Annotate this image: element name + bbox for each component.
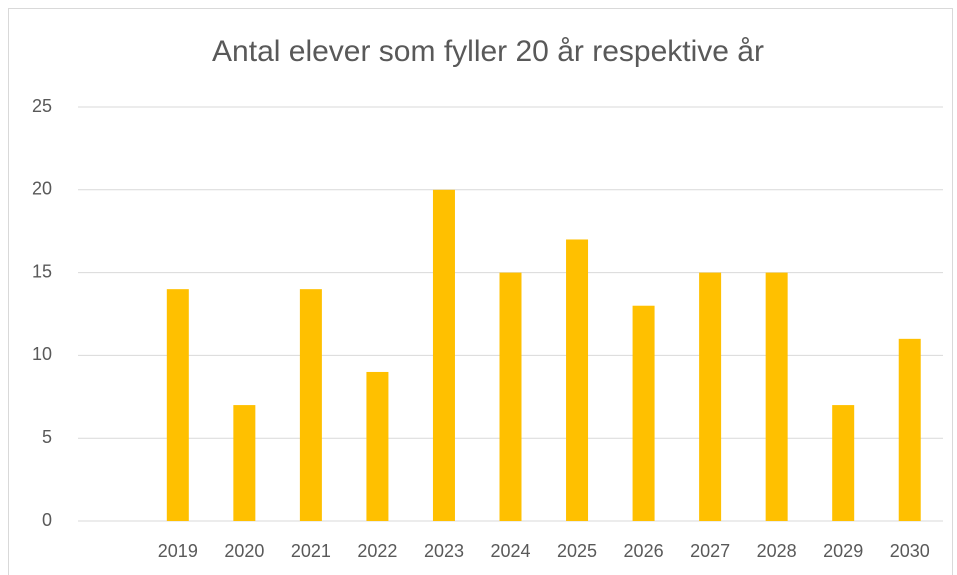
y-tick-label: 0 — [42, 510, 52, 530]
bar — [233, 405, 256, 521]
x-tick-label: 2023 — [424, 541, 464, 561]
x-tick-label: 2029 — [823, 541, 863, 561]
bar — [299, 289, 322, 521]
chart-border — [8, 8, 953, 575]
y-tick-label: 20 — [32, 179, 52, 199]
x-tick-label: 2027 — [690, 541, 730, 561]
x-tick-label: 2019 — [158, 541, 198, 561]
x-tick-label: 2020 — [224, 541, 264, 561]
chart-title: Antal elever som fyller 20 år respektive… — [212, 35, 764, 68]
bar — [366, 371, 389, 521]
x-tick-label: 2028 — [757, 541, 797, 561]
bar — [832, 405, 855, 521]
bar — [699, 272, 722, 521]
bar — [765, 272, 788, 521]
bar — [432, 189, 455, 522]
bar — [499, 272, 522, 521]
x-tick-label: 2024 — [490, 541, 530, 561]
y-tick-label: 5 — [42, 427, 52, 447]
x-tick-label: 2025 — [557, 541, 597, 561]
x-tick-label: 2026 — [624, 541, 664, 561]
bar — [166, 289, 189, 521]
y-tick-label: 25 — [32, 96, 52, 116]
x-tick-label: 2021 — [291, 541, 331, 561]
y-tick-label: 15 — [32, 261, 52, 281]
x-tick-label: 2030 — [890, 541, 930, 561]
y-tick-label: 10 — [32, 344, 52, 364]
bar — [898, 338, 921, 521]
x-tick-label: 2022 — [357, 541, 397, 561]
bar — [566, 239, 589, 522]
bar — [632, 305, 655, 521]
